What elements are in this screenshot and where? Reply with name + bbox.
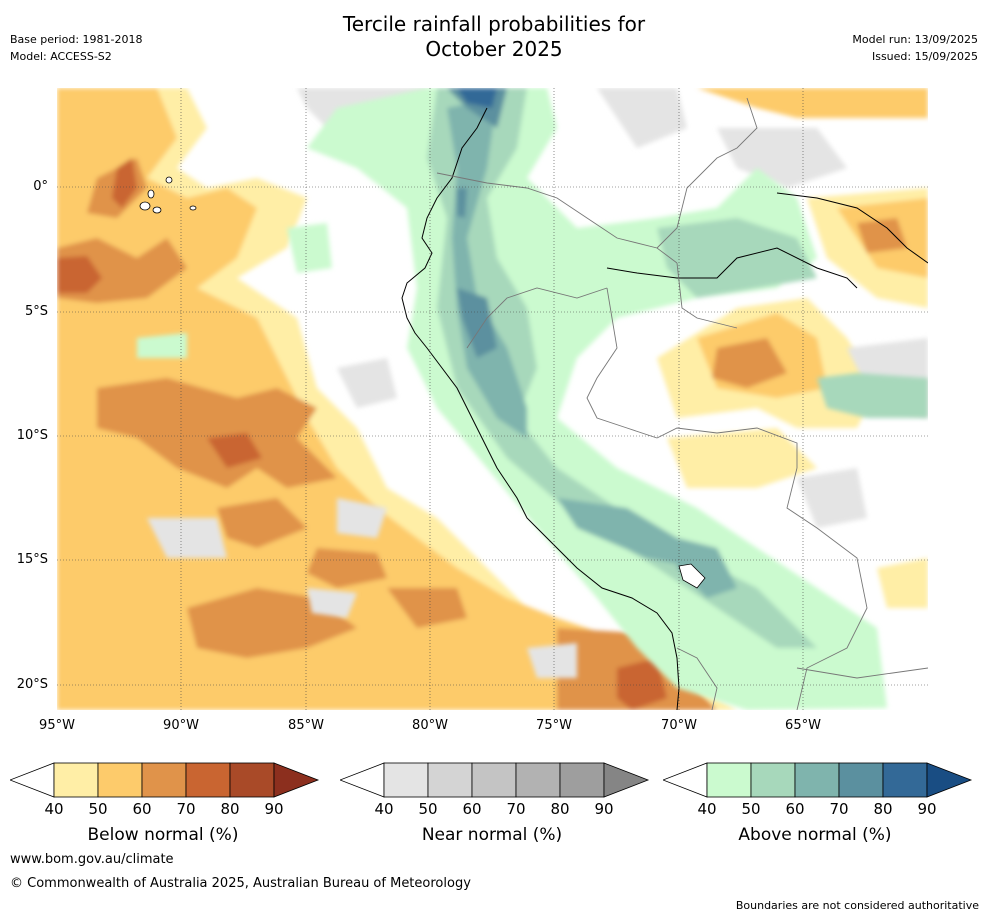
- colorbar-segment: [882, 762, 928, 798]
- colorbar-near-normal: [340, 762, 650, 798]
- colorbar-tick-label: 50: [88, 800, 108, 818]
- meta-left: Base period: 1981-2018 Model: ACCESS-S2: [10, 31, 142, 65]
- colorbar-title-below: Below normal (%): [87, 825, 239, 845]
- issued-date: Issued: 15/09/2025: [871, 50, 978, 63]
- country-borders: [436, 97, 928, 710]
- lat-label-5s: 5°S: [24, 304, 48, 319]
- colorbar-tick-label: 80: [873, 800, 893, 818]
- meta-right: Model run: 13/09/2025 Issued: 15/09/2025: [852, 31, 978, 65]
- lon-label-65w: 65°W: [785, 718, 821, 733]
- lon-label-80w: 80°W: [412, 718, 448, 733]
- colorbar-segment: [471, 762, 517, 798]
- colorbar-segment: [185, 762, 231, 798]
- colorbar-tick-label: 60: [462, 800, 482, 818]
- boundaries-note: Boundaries are not considered authoritat…: [735, 899, 979, 912]
- colorbar-tick-label: 70: [506, 800, 526, 818]
- forecast-map: [57, 88, 928, 710]
- colorbar-high-extension: [273, 762, 320, 798]
- colorbar-low-extension: [340, 762, 385, 798]
- colorbar-low-extension: [10, 762, 55, 798]
- colorbar-tick-label: 50: [741, 800, 761, 818]
- map-title: Tercile rainfall probabilities for Octob…: [0, 12, 988, 62]
- colorbar-tick-label: 70: [829, 800, 849, 818]
- lat-label-15s: 15°S: [16, 552, 48, 567]
- colorbar-segment: [794, 762, 840, 798]
- coastline: [401, 107, 928, 710]
- colorbar-tick-label: 90: [917, 800, 937, 818]
- colorbar-below-normal: [10, 762, 320, 798]
- website-link[interactable]: www.bom.gov.au/climate: [10, 852, 174, 867]
- colorbar-tick-label: 50: [418, 800, 438, 818]
- model-run: Model run: 13/09/2025: [852, 33, 978, 46]
- colorbar-tick-label: 80: [220, 800, 240, 818]
- colorbar-segment: [838, 762, 884, 798]
- colorbar-above-normal: [663, 762, 973, 798]
- colorbar-tick-label: 40: [374, 800, 394, 818]
- colorbar-segment: [229, 762, 275, 798]
- lat-label-10s: 10°S: [16, 428, 48, 443]
- base-period: Base period: 1981-2018: [10, 33, 143, 46]
- colorbar-segment: [427, 762, 473, 798]
- colorbar-tick-label: 90: [264, 800, 284, 818]
- graticule: [57, 88, 928, 710]
- colorbar-segment: [97, 762, 143, 798]
- colorbar-title-above: Above normal (%): [738, 825, 892, 845]
- lon-label-75w: 75°W: [536, 718, 572, 733]
- colorbar-tick-label: 40: [44, 800, 64, 818]
- colorbar-high-extension: [926, 762, 973, 798]
- lat-label-0: 0°: [33, 179, 48, 194]
- lon-label-85w: 85°W: [288, 718, 324, 733]
- colorbar-segment: [141, 762, 187, 798]
- colorbar-low-extension: [663, 762, 708, 798]
- galapagos-islands: [139, 176, 197, 214]
- lon-label-95w: 95°W: [39, 718, 75, 733]
- title-line-2: October 2025: [425, 37, 563, 61]
- colorbar-tick-label: 90: [594, 800, 614, 818]
- colorbar-tick-label: 60: [785, 800, 805, 818]
- title-line-1: Tercile rainfall probabilities for: [342, 12, 646, 36]
- colorbar-tick-label: 80: [550, 800, 570, 818]
- copyright-text: © Commonwealth of Australia 2025, Austra…: [10, 876, 471, 891]
- colorbar-segment: [750, 762, 796, 798]
- colorbar-segment: [515, 762, 561, 798]
- colorbar-tick-label: 70: [176, 800, 196, 818]
- lon-label-70w: 70°W: [661, 718, 697, 733]
- lat-label-20s: 20°S: [16, 677, 48, 692]
- colorbar-tick-label: 40: [697, 800, 717, 818]
- colorbar-tick-label: 60: [132, 800, 152, 818]
- lon-label-90w: 90°W: [163, 718, 199, 733]
- colorbar-segment: [559, 762, 605, 798]
- colorbar-segment: [706, 762, 752, 798]
- model-name: Model: ACCESS-S2: [10, 50, 112, 63]
- colorbar-segment: [53, 762, 99, 798]
- colorbar-segment: [383, 762, 429, 798]
- colorbar-title-near: Near normal (%): [421, 825, 563, 845]
- colorbar-high-extension: [603, 762, 650, 798]
- lake-titicaca: [678, 563, 706, 589]
